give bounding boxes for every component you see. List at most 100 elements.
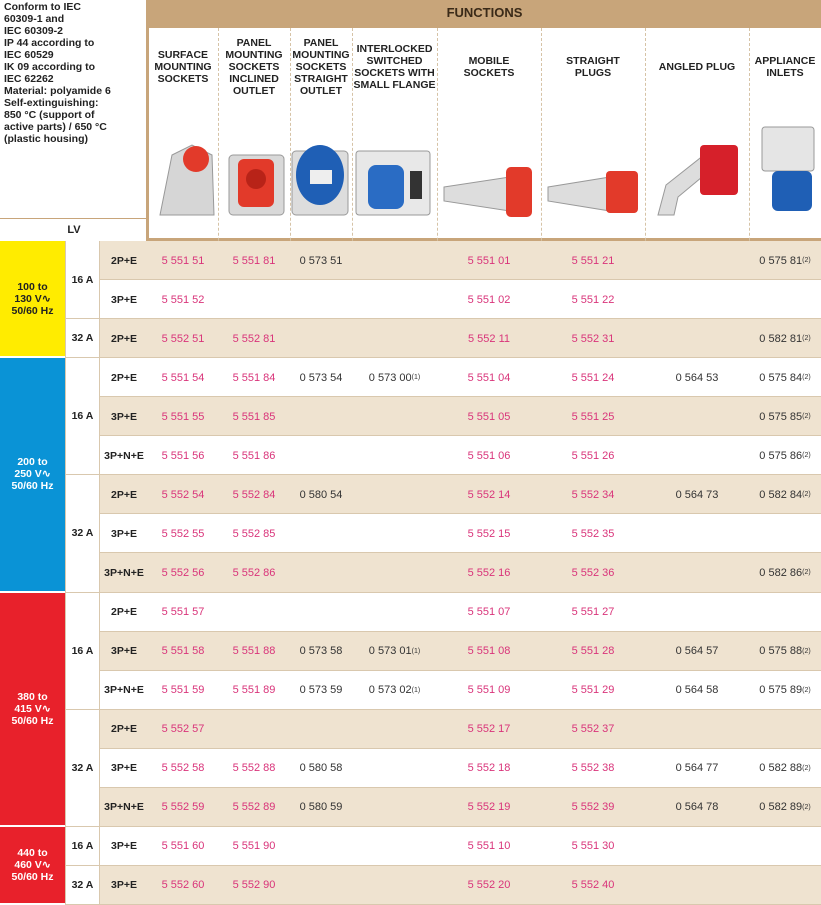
product-code: 0 564 53 [645,358,749,397]
product-code: 5 552 85 [218,514,290,553]
product-code: 5 551 04 [437,358,541,397]
code-text: 5 551 29 [571,684,615,697]
column-header: PANEL MOUNTING SOCKETS STRAIGHT OUTLET [292,36,350,97]
code-text: 0 573 00 [368,371,412,384]
poles-label: 3P+E [111,879,137,892]
info-text: Conform to IEC 60309-1 and IEC 60309-2 I… [4,1,111,145]
product-code: 5 552 18 [437,749,541,788]
row-background [100,787,821,827]
code-text: 0 564 78 [675,801,719,814]
product-code: 5 552 17 [437,710,541,749]
code-text: 5 551 09 [467,684,511,697]
current-label: 16 A [65,592,100,710]
product-code: 5 552 39 [541,788,645,827]
code-text: 0 573 58 [299,645,343,658]
footnote: (2) [802,335,811,343]
code-text: 0 564 57 [675,645,719,658]
product-code: 5 551 84 [218,358,290,397]
current-label: 16 A [65,826,100,866]
code-text: 5 551 56 [161,449,205,462]
footnote: (2) [802,413,811,421]
code-text: 5 551 26 [571,449,615,462]
product-code: 5 552 59 [148,788,218,827]
poles-label: 3P+N+E [104,684,144,697]
product-code: 5 551 85 [218,397,290,436]
product-code: 5 551 51 [148,241,218,280]
product-code: 5 552 14 [437,475,541,514]
poles-label: 3P+E [111,840,137,853]
product-code: 5 551 05 [437,397,541,436]
product-code: 5 552 35 [541,514,645,553]
product-code: 5 552 20 [437,866,541,905]
product-code: 5 552 54 [148,475,218,514]
code-text: 0 573 02 [368,684,412,697]
code-text: 5 551 86 [232,449,276,462]
code-text: 5 551 51 [161,254,205,267]
product-code: 5 552 84 [218,475,290,514]
product-code: 0 580 59 [290,788,352,827]
product-code: 5 551 28 [541,632,645,671]
code-text: 5 552 14 [467,488,511,501]
product-code: 0 564 73 [645,475,749,514]
product-code: 5 551 07 [437,593,541,632]
code-text: 5 552 17 [467,723,511,736]
product-code: 5 551 55 [148,397,218,436]
product-code: 5 552 37 [541,710,645,749]
current-label: 32 A [65,475,100,593]
footnote: (2) [802,647,811,655]
code-text: 0 564 77 [675,762,719,775]
product-code: 5 551 09 [437,671,541,710]
product-code: 5 552 55 [148,514,218,553]
row-background [100,592,821,632]
product-code: 0 564 77 [645,749,749,788]
product-code: 5 551 26 [541,436,645,475]
code-text: 5 551 27 [571,606,615,619]
footnote: (1) [411,647,421,655]
product-code: 5 552 90 [218,866,290,905]
code-text: 5 551 21 [571,254,615,267]
code-text: 5 552 40 [571,879,615,892]
poles-label: 2P+E [111,723,137,736]
code-text: 5 552 15 [467,527,511,540]
code-text: 5 551 22 [571,293,615,306]
product-code: 0 575 89 (2) [749,671,821,710]
code-text: 5 552 56 [161,566,205,579]
code-text: 5 552 60 [161,879,205,892]
product-code: 0 575 86 (2) [749,436,821,475]
product-code: 0 582 86 (2) [749,553,821,592]
product-code: 5 551 89 [218,671,290,710]
code-text: 5 551 81 [232,254,276,267]
code-text: 5 551 30 [571,840,615,853]
code-text: 5 551 04 [467,371,511,384]
code-text: 5 551 05 [467,410,511,423]
row-background [100,280,821,320]
column-header: INTERLOCKED SWITCHED SOCKETS WITH SMALL … [353,42,436,91]
product-code: 0 575 84 (2) [749,358,821,397]
code-text: 5 552 18 [467,762,511,775]
code-text: 5 552 57 [161,723,205,736]
voltage-label: 200 to 250 V∿ 50/60 Hz [0,358,65,593]
product-code: 0 575 88 (2) [749,632,821,671]
current-label: 32 A [65,865,100,905]
code-text: 0 573 01 [368,645,412,658]
product-code: 5 552 81 [218,319,290,358]
product-code: 5 552 40 [541,866,645,905]
column-header: STRAIGHT PLUGS [566,54,620,79]
row-background [100,514,821,554]
code-text: 5 551 08 [467,645,511,658]
poles-label: 3P+N+E [104,449,144,462]
footnote: (2) [802,257,811,265]
code-text: 5 551 60 [161,840,205,853]
product-code: 0 573 59 [290,671,352,710]
product-code: 5 551 81 [218,241,290,280]
footnote: (2) [802,569,811,577]
current-label: 16 A [65,241,100,320]
product-code: 5 552 58 [148,749,218,788]
row-background [100,358,821,398]
product-code: 5 552 11 [437,319,541,358]
voltage-label: 100 to 130 V∿ 50/60 Hz [0,241,65,359]
code-text: 5 551 25 [571,410,615,423]
product-code: 5 551 25 [541,397,645,436]
product-code: 5 551 58 [148,632,218,671]
code-text: 0 573 54 [299,371,343,384]
